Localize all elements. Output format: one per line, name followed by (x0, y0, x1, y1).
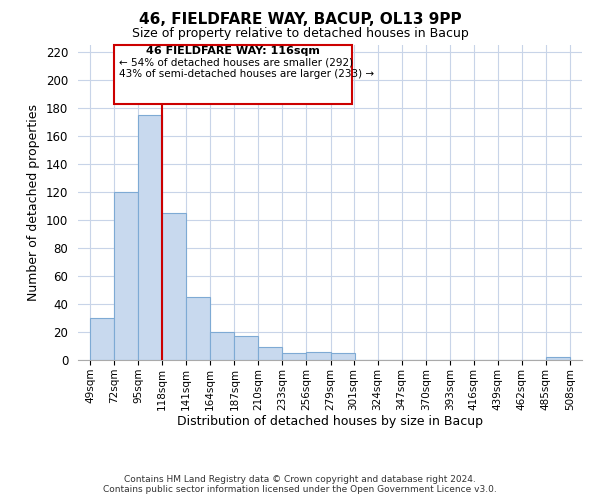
Text: 43% of semi-detached houses are larger (233) →: 43% of semi-detached houses are larger (… (119, 68, 374, 78)
Bar (331, 353, 355, 360)
Text: 46, FIELDFARE WAY, BACUP, OL13 9PP: 46, FIELDFARE WAY, BACUP, OL13 9PP (139, 12, 461, 28)
Bar (114, 45, 352, 104)
X-axis label: Distribution of detached houses by size in Bacup: Distribution of detached houses by size … (177, 416, 483, 428)
Text: Size of property relative to detached houses in Bacup: Size of property relative to detached ho… (131, 28, 469, 40)
Text: Contains HM Land Registry data © Crown copyright and database right 2024.: Contains HM Land Registry data © Crown c… (124, 475, 476, 484)
Text: Contains public sector information licensed under the Open Government Licence v3: Contains public sector information licen… (103, 485, 497, 494)
Text: 46 FIELDFARE WAY: 116sqm: 46 FIELDFARE WAY: 116sqm (146, 46, 320, 56)
Text: ← 54% of detached houses are smaller (292): ← 54% of detached houses are smaller (29… (119, 58, 353, 68)
Bar (90, 318, 114, 360)
Bar (259, 348, 283, 360)
Bar (186, 297, 210, 360)
Y-axis label: Number of detached properties: Number of detached properties (28, 104, 40, 301)
Bar (283, 353, 307, 360)
Bar (210, 332, 235, 360)
Bar (235, 336, 259, 360)
Bar (114, 192, 138, 360)
Bar (546, 357, 570, 360)
Bar (162, 213, 186, 360)
Bar (307, 352, 331, 360)
Bar (138, 115, 162, 360)
